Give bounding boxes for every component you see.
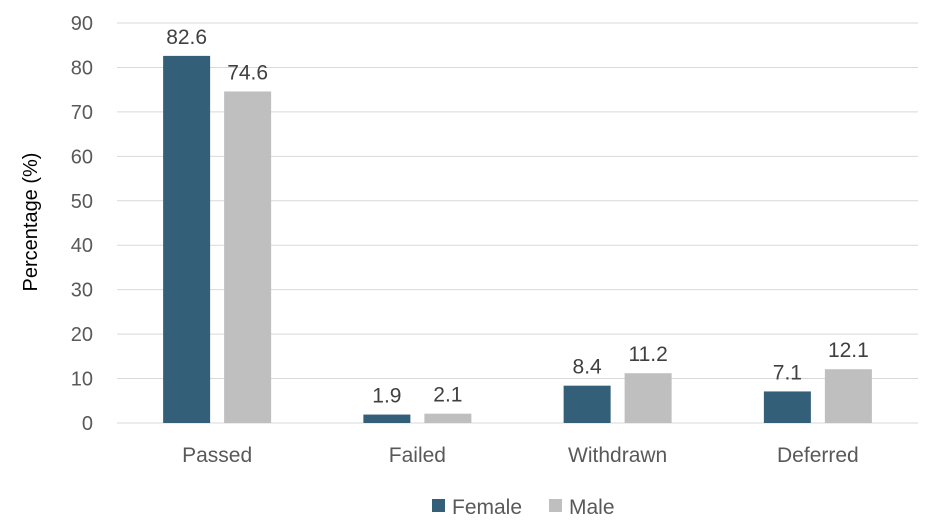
y-tick-label: 30 xyxy=(71,280,93,302)
y-tick-label: 10 xyxy=(71,369,93,391)
value-labels: 82.6 74.6 1.9 2.1 8.4 11.2 7.1 12.1 xyxy=(166,26,869,408)
x-axis-categories: Passed Failed Withdrawn Deferred xyxy=(182,444,859,467)
y-tick-label: 80 xyxy=(71,57,93,79)
y-tick-label: 50 xyxy=(71,191,93,213)
legend-label-female: Female xyxy=(452,496,522,519)
bar-male-deferred xyxy=(824,369,872,423)
bar-female-failed xyxy=(363,414,411,423)
value-label-female-withdrawn: 8.4 xyxy=(573,356,603,379)
y-axis-ticks: 0 10 20 30 40 50 60 70 80 90 xyxy=(71,13,93,435)
y-tick-label: 40 xyxy=(71,235,93,257)
bar-female-passed xyxy=(163,55,211,424)
legend-swatch-female xyxy=(432,499,445,512)
y-axis-label: Percentage (%) xyxy=(20,153,42,292)
value-label-male-failed: 2.1 xyxy=(433,384,462,407)
bar-male-withdrawn xyxy=(624,373,672,423)
legend-swatch-male xyxy=(549,499,562,512)
y-tick-label: 0 xyxy=(82,413,93,435)
value-label-female-passed: 82.6 xyxy=(166,26,207,49)
value-label-male-withdrawn: 11.2 xyxy=(628,343,667,366)
x-category-label: Failed xyxy=(389,444,446,467)
x-category-label: Passed xyxy=(182,444,252,467)
bar-male-passed xyxy=(224,91,272,423)
y-tick-label: 20 xyxy=(71,324,93,346)
value-label-female-deferred: 7.1 xyxy=(773,361,802,384)
bar-female-withdrawn xyxy=(563,385,611,423)
value-label-male-passed: 74.6 xyxy=(227,61,268,84)
y-tick-label: 70 xyxy=(71,102,93,124)
legend: Female Male xyxy=(432,496,615,519)
value-label-male-deferred: 12.1 xyxy=(828,339,869,362)
x-category-label: Withdrawn xyxy=(568,444,667,467)
bar-female-deferred xyxy=(763,391,811,423)
value-label-female-failed: 1.9 xyxy=(372,385,401,408)
x-category-label: Deferred xyxy=(777,444,859,467)
y-tick-label: 60 xyxy=(71,146,93,168)
legend-label-male: Male xyxy=(569,496,615,519)
bars xyxy=(163,55,872,424)
bar-male-failed xyxy=(424,413,472,423)
y-tick-label: 90 xyxy=(71,13,93,35)
